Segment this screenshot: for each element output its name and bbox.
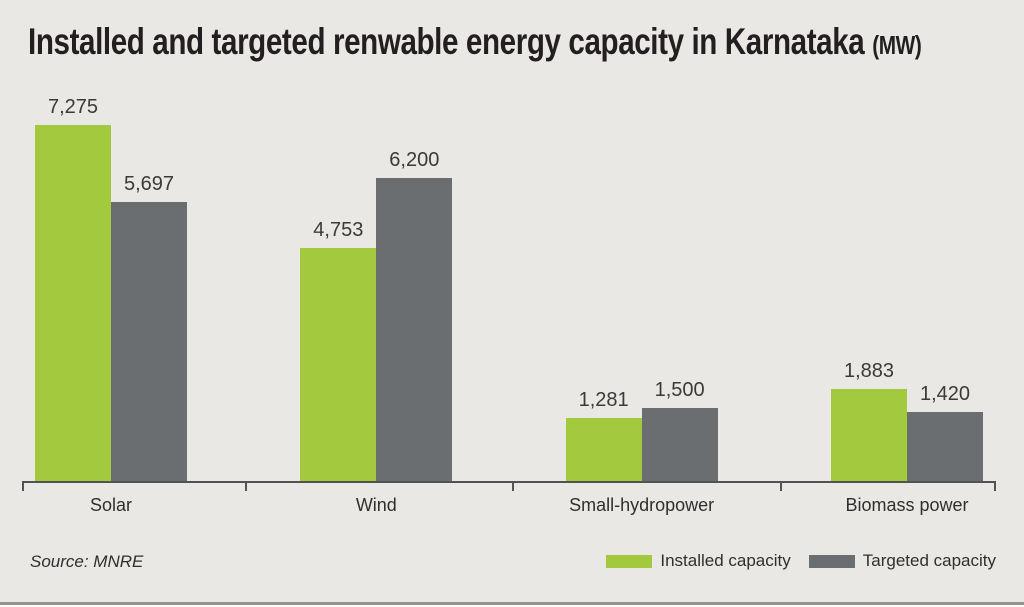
value-label-targeted-wind: 6,200: [389, 149, 440, 171]
bar-targeted-biomass-power: [906, 412, 983, 481]
bar-column-targeted-small-hydropower: 1,500: [641, 379, 718, 481]
bar-targeted-solar: [111, 202, 187, 481]
value-label-installed-wind: 4,753: [313, 219, 364, 241]
value-label-installed-small-hydropower: 1,281: [578, 389, 629, 411]
bar-column-installed-solar: 7,275: [35, 97, 111, 481]
legend-label-installed: Installed capacity: [660, 551, 791, 570]
bar-group-wind: 4,753 6,200: [300, 149, 453, 481]
value-label-targeted-small-hydropower: 1,500: [654, 379, 705, 401]
bar-column-installed-biomass-power: 1,883: [830, 360, 907, 481]
chart-title-text: Installed and targeted renwable energy c…: [28, 21, 922, 63]
axis-tick: [245, 481, 248, 491]
bottom-border-underline: [0, 605, 1024, 607]
legend-item-targeted: Targeted capacity: [808, 551, 996, 571]
bar-group-solar: 7,275 5,697: [35, 97, 187, 481]
bar-group-biomass-power: 1,883 1,420: [830, 360, 983, 481]
bar-targeted-small-hydropower: [641, 408, 718, 481]
value-label-installed-solar: 7,275: [47, 96, 99, 118]
category-axis-labels: Solar Wind Small-hydropower Biomass powe…: [22, 495, 996, 516]
bar-column-targeted-solar: 5,697: [111, 174, 187, 481]
category-label-wind: Wind: [355, 495, 397, 515]
legend-swatch-installed: [606, 554, 653, 568]
axis-tick: [994, 481, 996, 491]
source-note: Source: MNRE: [30, 552, 144, 571]
bar-installed-wind: [300, 248, 377, 481]
legend-label-targeted: Targeted capacity: [862, 551, 996, 570]
value-label-targeted-biomass-power: 1,420: [919, 383, 971, 405]
axis-tick: [779, 481, 782, 491]
chart-title: Installed and targeted renwable energy c…: [28, 21, 1024, 63]
bar-installed-solar: [35, 125, 111, 481]
bar-column-targeted-biomass-power: 1,420: [906, 383, 983, 481]
plot-area: 7,275 5,697 4,753 6,200 1,281: [22, 97, 996, 491]
category-label-biomass-power: Biomass power: [845, 495, 969, 515]
bar-group-small-hydropower: 1,281 1,500: [565, 379, 718, 481]
bottom-border-line: [0, 602, 1024, 605]
legend-item-installed: Installed capacity: [606, 551, 791, 571]
bar-column-targeted-wind: 6,200: [376, 149, 453, 481]
bar-installed-biomass-power: [830, 389, 907, 481]
bar-column-installed-wind: 4,753: [300, 219, 377, 481]
category-label-solar: Solar: [89, 495, 133, 515]
value-label-targeted-solar: 5,697: [123, 173, 175, 195]
bar-installed-small-hydropower: [565, 418, 642, 481]
legend-swatch-targeted: [808, 554, 855, 568]
category-label-small-hydropower: Small-hydropower: [569, 495, 715, 515]
title-main-text: Installed and targeted renwable energy c…: [28, 21, 865, 62]
value-label-installed-biomass-power: 1,883: [843, 360, 895, 382]
bar-targeted-wind: [376, 178, 453, 481]
bar-column-installed-small-hydropower: 1,281: [565, 389, 642, 481]
chart-legend: Installed capacity Targeted capacity: [606, 551, 996, 571]
title-unit-text: (MW): [872, 30, 922, 60]
axis-tick: [22, 481, 24, 491]
axis-tick: [511, 481, 514, 491]
